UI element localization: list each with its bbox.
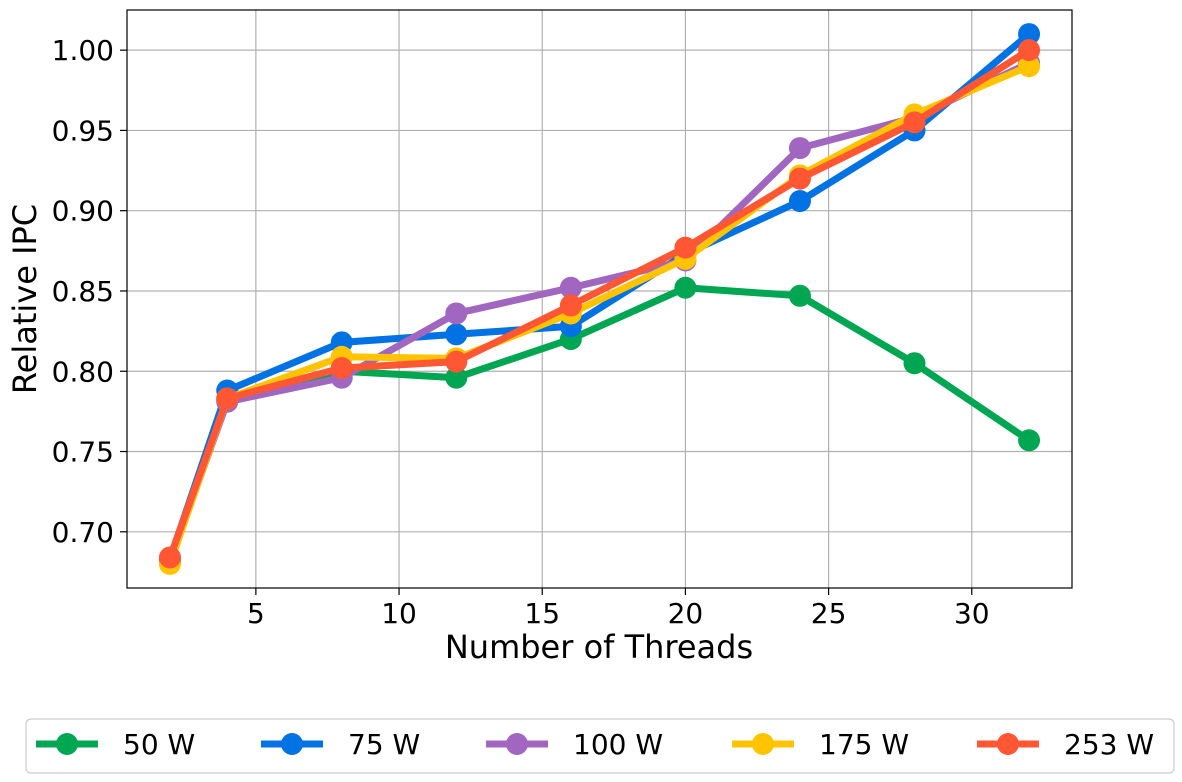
legend-item: 253 W: [977, 728, 1154, 761]
data-point: [788, 284, 811, 307]
data-point: [216, 387, 239, 410]
plot-frame: [126, 9, 1073, 589]
series-4: [158, 39, 1041, 569]
y-axis-title: Relative IPC: [6, 204, 44, 394]
x-tick-label: 20: [668, 597, 704, 630]
legend-item: 75 W: [261, 728, 420, 761]
x-tick-label: 15: [524, 597, 560, 630]
legend-item: 50 W: [36, 728, 195, 761]
legend-label: 75 W: [348, 728, 420, 761]
legend-label: 253 W: [1064, 728, 1154, 761]
data-point: [559, 294, 582, 317]
data-point: [1018, 55, 1041, 78]
legend-frame: [25, 718, 1175, 774]
data-point: [330, 357, 353, 380]
x-tick-label: 25: [811, 597, 847, 630]
data-point: [445, 323, 468, 346]
data-point: [788, 190, 811, 213]
y-tick-label: 1.00: [52, 34, 114, 67]
x-tick-label: 5: [247, 597, 265, 630]
y-tick-label: 0.80: [52, 355, 114, 388]
legend-items: 50 W 75 W 100 W 175 W 253 W: [36, 728, 1154, 761]
y-tick-label: 0.75: [52, 436, 114, 469]
data-point: [674, 276, 697, 299]
data-point: [788, 167, 811, 190]
x-tick-label: 10: [381, 597, 417, 630]
legend-label: 175 W: [819, 728, 909, 761]
y-tick-label: 0.90: [52, 195, 114, 228]
x-axis-title: Number of Threads: [445, 628, 753, 666]
legend-marker: [506, 733, 528, 755]
legend-label: 100 W: [573, 728, 663, 761]
data-point: [674, 236, 697, 259]
y-axis-ticks: 0.70 0.75 0.80 0.85 0.90 0.95 1.00: [52, 34, 127, 549]
data-point: [1018, 23, 1041, 46]
data-point: [445, 302, 468, 325]
series-group: [158, 23, 1041, 575]
y-tick-label: 0.95: [52, 114, 114, 147]
x-tick-label: 30: [954, 597, 990, 630]
legend-marker: [997, 733, 1019, 755]
data-point: [1018, 429, 1041, 452]
y-tick-label: 0.70: [52, 516, 114, 549]
x-axis-ticks: 5 10 15 20 25 30: [247, 588, 990, 630]
data-point: [559, 276, 582, 299]
legend-item: 175 W: [732, 728, 909, 761]
data-point: [903, 111, 926, 134]
legend-marker: [752, 733, 774, 755]
data-point: [788, 137, 811, 160]
data-point: [158, 546, 181, 569]
data-point: [1018, 39, 1041, 62]
legend-label: 50 W: [123, 728, 195, 761]
legend-item: 100 W: [486, 728, 663, 761]
legend-marker: [56, 733, 78, 755]
data-point: [903, 352, 926, 375]
data-point: [445, 366, 468, 389]
legend-marker: [281, 733, 303, 755]
legend: 50 W 75 W 100 W 175 W 253 W: [25, 718, 1175, 774]
data-point: [445, 350, 468, 373]
y-tick-label: 0.85: [52, 275, 114, 308]
